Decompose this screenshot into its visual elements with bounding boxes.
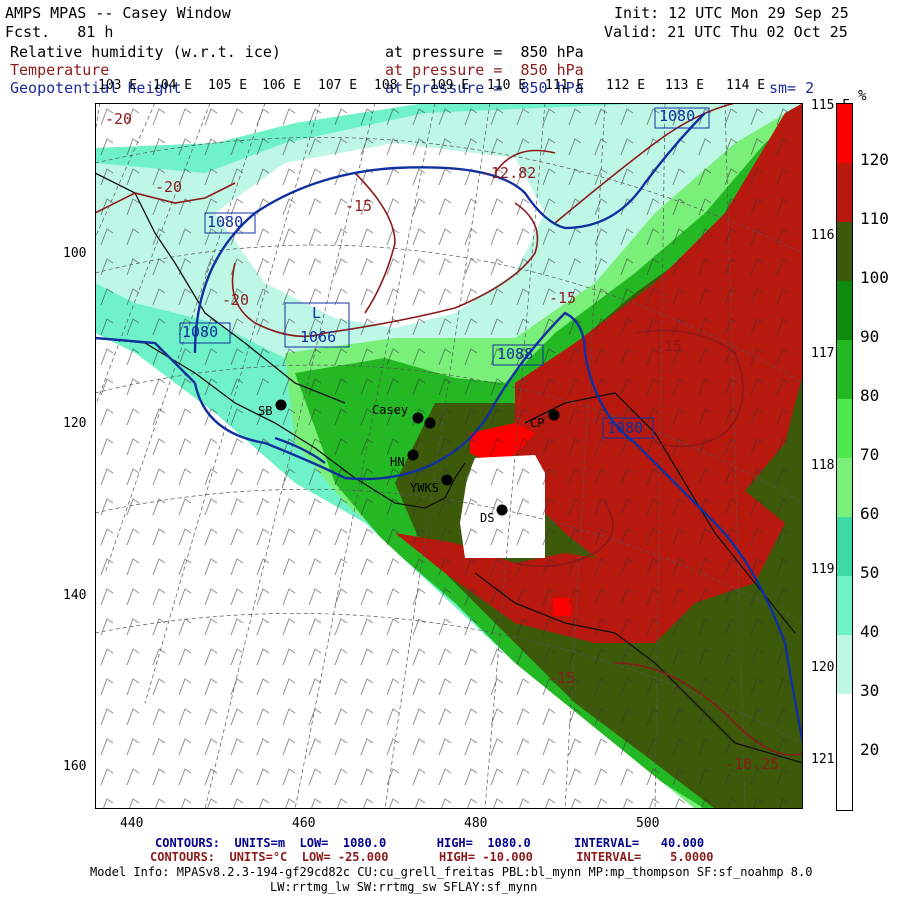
station-cp-marker — [548, 409, 560, 421]
colorbar-swatch — [837, 104, 852, 163]
colorbar-swatch — [837, 753, 852, 808]
temp-label: -15 — [548, 669, 576, 687]
field-rh-label: Relative humidity (w.r.t. ice) — [10, 43, 281, 61]
station-sb-marker — [275, 399, 287, 411]
x-tick: 500 — [636, 816, 660, 831]
temp-label: -20 — [105, 110, 133, 128]
height-low-label: 1066 — [300, 328, 337, 346]
colorbar-swatch — [837, 222, 852, 281]
lon-label: 110 E — [487, 78, 527, 93]
station-ds-marker — [496, 504, 508, 516]
field-temp-label: Temperature — [10, 61, 110, 79]
valid-time: Valid: 21 UTC Thu 02 Oct 25 — [604, 23, 848, 41]
temp-label: -20 — [222, 291, 250, 309]
height-label: 1080 — [207, 213, 244, 231]
lon-label: 113 E — [665, 78, 705, 93]
colorbar-tick: 60 — [860, 504, 880, 523]
temp-contour-info: CONTOURS: UNITS=°C LOW= -25.000 HIGH= -1… — [150, 850, 714, 864]
lon-label: 111 E — [545, 78, 585, 93]
height-label: 1088 — [497, 345, 534, 363]
x-tick: 440 — [120, 816, 144, 831]
temp-label: -15 — [549, 289, 577, 307]
lon-label: 109 E — [430, 78, 470, 93]
colorbar-swatch — [837, 399, 852, 458]
lon-label: 106 E — [262, 78, 302, 93]
height-contour-info: CONTOURS: UNITS=m LOW= 1080.0 HIGH= 1080… — [155, 836, 705, 850]
lon-label: 103 E — [98, 78, 138, 93]
colorbar-tick: 20 — [860, 740, 880, 759]
colorbar-tick: 80 — [860, 386, 880, 405]
colorbar-tick: 90 — [860, 327, 880, 346]
station-casey-marker — [412, 412, 424, 424]
colorbar-tick: 120 — [860, 150, 889, 169]
colorbar-tick: 30 — [860, 681, 880, 700]
y-tick: 160 — [63, 759, 87, 774]
colorbar-swatch — [837, 694, 852, 753]
y-tick: 120 — [63, 416, 87, 431]
station-hn-marker — [407, 449, 419, 461]
forecast-hour: Fcst. 81 h — [5, 23, 114, 41]
station-label-ds: DS — [480, 511, 495, 525]
level-rh: at pressure = 850 hPa — [385, 43, 584, 61]
station-ywks-marker — [441, 474, 453, 486]
colorbar — [836, 103, 853, 811]
model-info-physics: LW:rrtmg_lw SW:rrtmg_sw SFLAY:sf_mynn — [270, 880, 538, 894]
colorbar-swatch — [837, 458, 852, 517]
rh-map — [95, 103, 803, 809]
model-info: Model Info: MPASv8.2.3-194-gf29cd82c CU:… — [90, 865, 813, 879]
temp-max-label: -12.82 — [482, 164, 537, 182]
colorbar-tick: 70 — [860, 445, 880, 464]
y-tick: 140 — [63, 588, 87, 603]
station-label-ywks: YWKS — [410, 481, 439, 495]
colorbar-tick: 110 — [860, 209, 889, 228]
colorbar-tick: 50 — [860, 563, 880, 582]
init-time: Init: 12 UTC Mon 29 Sep 25 — [614, 4, 849, 22]
temp-label: -20 — [155, 178, 183, 196]
colorbar-swatch — [837, 576, 852, 635]
station-label-hn: HN — [390, 455, 405, 469]
low-center-marker: L — [312, 304, 322, 322]
lon-label: 107 E — [318, 78, 358, 93]
height-label: 1080 — [607, 419, 644, 437]
lon-label: 104 E — [153, 78, 193, 93]
field-height-label: Geopotential height — [10, 79, 182, 97]
level-temp: at pressure = 850 hPa — [385, 61, 584, 79]
colorbar-tick: 100 — [860, 268, 889, 287]
colorbar-swatch — [837, 281, 852, 340]
lon-label: 105 E — [208, 78, 248, 93]
colorbar-unit: % — [858, 88, 867, 104]
lon-label: 112 E — [606, 78, 646, 93]
station-casey2-marker — [424, 417, 436, 429]
smoothing-label: sm= 2 — [769, 79, 815, 97]
station-label-casey: Casey — [372, 403, 409, 417]
colorbar-swatch — [837, 517, 852, 576]
level-height: at pressure = 850 hPa — [385, 79, 584, 97]
lon-label: 114 E — [726, 78, 766, 93]
station-label-sb: SB — [258, 404, 273, 418]
temp-label: -15 — [655, 337, 683, 355]
colorbar-swatch — [837, 163, 852, 222]
lon-label: 108 E — [374, 78, 414, 93]
x-tick: 480 — [464, 816, 488, 831]
map-title: AMPS MPAS -- Casey Window — [5, 4, 231, 22]
x-tick: 460 — [292, 816, 316, 831]
y-tick: 100 — [63, 246, 87, 261]
colorbar-swatch — [837, 635, 852, 694]
height-label: 1080 — [659, 107, 696, 125]
colorbar-tick: 40 — [860, 622, 880, 641]
station-label-cp: CP — [530, 416, 545, 430]
colorbar-swatch — [837, 340, 852, 399]
temp-min-label: -10.25 — [725, 755, 780, 773]
temp-label: -15 — [345, 197, 373, 215]
height-label: 1080 — [182, 323, 219, 341]
